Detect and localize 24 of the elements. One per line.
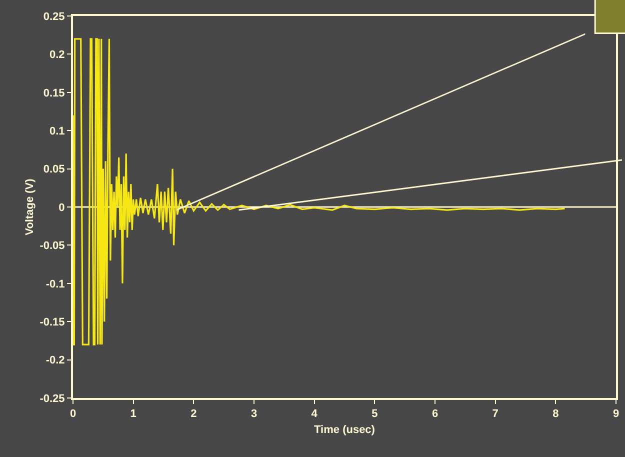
x-tick-label: 8 xyxy=(552,408,559,420)
x-tick-label: 0 xyxy=(70,408,76,420)
y-tick-label: -0.1 xyxy=(46,278,65,290)
x-tick-label: 4 xyxy=(311,408,318,420)
x-tick-label: 5 xyxy=(372,408,378,420)
x-tick-label: 6 xyxy=(432,408,438,420)
y-tick-label: -0.15 xyxy=(40,316,65,328)
y-tick-label: 0.25 xyxy=(43,10,65,23)
x-tick-label: 7 xyxy=(492,408,498,420)
y-tick-label: 0.2 xyxy=(50,49,65,62)
line-series xyxy=(73,38,566,346)
y-tick-label: 0 xyxy=(58,202,65,214)
y-axis-title: Voltage (V) xyxy=(24,178,36,236)
y-tick-label: -0.05 xyxy=(40,240,65,252)
x-tick-label: 2 xyxy=(190,408,197,420)
y-tick-label: -0.25 xyxy=(40,392,65,405)
x-tick-label: 9 xyxy=(612,408,620,420)
x-tick-label: 3 xyxy=(250,408,258,420)
y-tick-label: 0.15 xyxy=(43,87,65,100)
y-tick-label: 0.05 xyxy=(43,164,65,176)
x-axis-title: Time (usec) xyxy=(314,424,376,436)
x-tick-label: 1 xyxy=(130,408,136,420)
y-tick-label: 0.1 xyxy=(50,125,65,138)
y-tick-label: -0.2 xyxy=(46,354,65,367)
